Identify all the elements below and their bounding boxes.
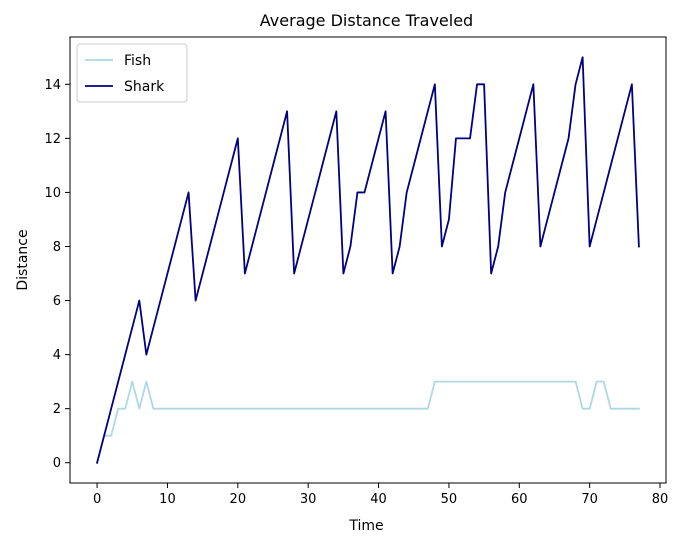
x-tick-label: 0 [93,492,101,507]
y-tick-label: 0 [53,456,61,471]
x-axis-label: Time [348,518,383,534]
y-tick-label: 2 [53,402,61,417]
y-tick-label: 12 [44,132,61,147]
legend-box [76,43,188,103]
x-tick-label: 20 [230,492,247,507]
x-tick-label: 80 [652,492,669,507]
legend-label-fish: Fish [124,53,151,69]
plot-area [95,56,640,464]
x-tick-label: 70 [581,492,598,507]
axes-frame [69,36,667,484]
x-tick-label: 30 [300,492,317,507]
series-line-shark [95,56,640,464]
axes: 0 10 20 30 40 50 60 70 80 0 2 4 6 8 10 12 14 [44,36,669,507]
series-line-fish [95,380,640,464]
y-tick-label: 4 [53,348,61,363]
y-tick-label: 6 [53,294,61,309]
y-axis-label: Distance [15,229,31,290]
x-tick-label: 60 [511,492,528,507]
x-tick-label: 40 [370,492,387,507]
x-tick-label: 50 [441,492,458,507]
y-tick-label: 14 [44,78,61,93]
legend: Fish Shark [76,43,188,103]
y-tick-label: 10 [44,186,61,201]
legend-label-shark: Shark [124,79,165,95]
x-tick-label: 10 [159,492,176,507]
y-tick-label: 8 [53,240,61,255]
chart-title: Average Distance Traveled [260,11,473,30]
